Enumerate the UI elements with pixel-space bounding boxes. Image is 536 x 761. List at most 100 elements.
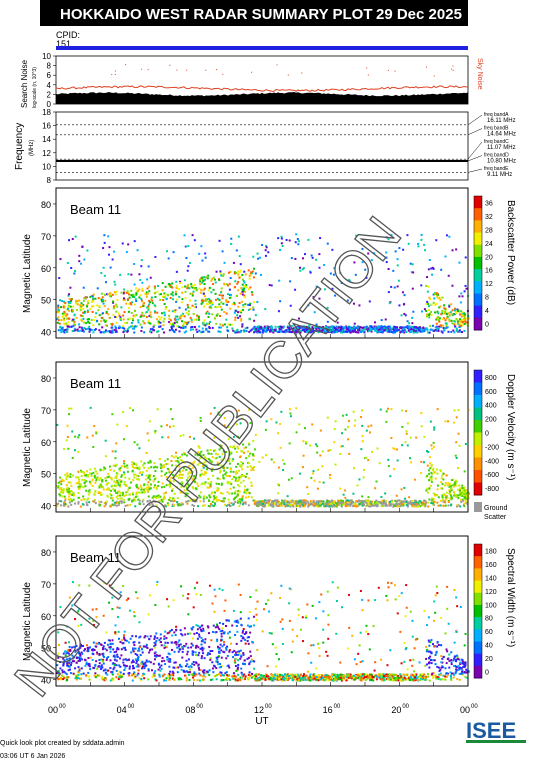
scatter-cell	[207, 458, 210, 461]
scatter-cell	[201, 472, 204, 475]
scatter-cell	[207, 330, 210, 333]
scatter-cell	[342, 501, 345, 504]
scatter-cell	[229, 293, 232, 296]
scatter-cell	[172, 251, 175, 254]
scatter-cell	[66, 474, 69, 477]
scatter-cell	[461, 498, 464, 501]
scatter-cell	[102, 247, 105, 250]
scatter-cell	[103, 241, 106, 244]
scatter-cell	[298, 325, 301, 328]
scatter-cell	[135, 493, 138, 496]
scatter-cell	[253, 319, 256, 322]
scatter-cell	[93, 424, 96, 427]
scatter-cell	[441, 312, 444, 315]
scatter-cell	[83, 498, 86, 501]
scatter-cell	[87, 302, 90, 305]
scatter-cell	[171, 282, 174, 285]
scatter-cell	[186, 303, 189, 306]
scatter-cell	[393, 325, 396, 328]
scatter-cell	[311, 675, 314, 678]
scatter-cell	[186, 323, 189, 326]
scatter-cell	[146, 500, 149, 503]
scatter-cell	[234, 330, 237, 333]
scatter-cell	[158, 318, 161, 321]
scatter-cell	[241, 308, 244, 311]
scatter-cell	[235, 294, 238, 297]
scatter-cell	[244, 502, 247, 505]
scatter-cell	[295, 326, 298, 329]
scatter-cell	[73, 320, 76, 323]
scatter-cell	[348, 280, 351, 283]
scatter-cell	[201, 259, 204, 262]
scatter-cell	[70, 484, 73, 487]
scatter-cell	[187, 310, 190, 313]
scatter-cell	[123, 483, 126, 486]
scatter-cell	[205, 496, 208, 499]
scatter-cell	[439, 298, 442, 301]
scatter-cell	[253, 448, 256, 451]
scatter-cell	[463, 489, 466, 492]
scatter-cell	[340, 331, 343, 334]
scatter-cell	[193, 437, 196, 440]
scatter-cell	[164, 459, 167, 462]
scatter-cell	[402, 303, 405, 306]
scatter-cell	[204, 464, 207, 467]
scatter-cell	[215, 656, 218, 659]
sky-noise-dot	[176, 69, 178, 71]
scatter-cell	[274, 646, 277, 649]
scatter-cell	[211, 282, 214, 285]
scatter-cell	[322, 481, 325, 484]
scatter-cell	[139, 315, 142, 318]
scatter-cell	[426, 474, 429, 477]
scatter-cell	[206, 449, 209, 452]
scatter-cell	[130, 661, 133, 664]
scatter-cell	[96, 304, 99, 307]
scatter-cell	[185, 257, 188, 260]
scatter-cell	[453, 491, 456, 494]
scatter-cell	[61, 326, 64, 329]
scatter-cell	[231, 459, 234, 462]
scatter-cell	[88, 330, 91, 333]
scatter-cell	[435, 302, 438, 305]
scatter-cell	[331, 675, 334, 678]
scatter-cell	[171, 464, 174, 467]
scatter-cell	[218, 448, 221, 451]
scatter-cell	[195, 632, 198, 635]
scatter-cell	[460, 310, 463, 313]
scatter-cell	[215, 489, 218, 492]
scatter-cell	[71, 319, 74, 322]
scatter-cell	[170, 500, 173, 503]
scatter-cell	[186, 492, 189, 495]
scatter-cell	[211, 456, 214, 459]
scatter-cell	[409, 330, 412, 333]
scatter-cell	[194, 286, 197, 289]
scatter-cell	[149, 328, 152, 331]
scatter-cell	[143, 677, 146, 680]
scatter-cell	[289, 588, 292, 591]
scatter-cell	[162, 492, 165, 495]
scatter-cell	[155, 584, 158, 587]
scatter-cell	[386, 329, 389, 332]
scatter-cell	[249, 422, 252, 425]
scatter-cell	[135, 314, 138, 317]
scatter-cell	[206, 323, 209, 326]
scatter-cell	[78, 652, 81, 655]
scatter-cell	[179, 471, 182, 474]
scatter-cell	[135, 491, 138, 494]
scatter-cell	[85, 296, 88, 299]
scatter-cell	[159, 467, 162, 470]
scatter-cell	[103, 655, 106, 658]
scatter-cell	[165, 472, 168, 475]
scatter-cell	[228, 460, 231, 463]
scatter-cell	[242, 305, 245, 308]
scatter-cell	[221, 589, 224, 592]
scatter-cell	[254, 272, 257, 275]
scatter-cell	[216, 477, 219, 480]
scatter-cell	[219, 326, 222, 329]
scatter-cell	[464, 443, 467, 446]
scatter-cell	[159, 463, 162, 466]
scatter-cell	[151, 299, 154, 302]
scatter-cell	[155, 679, 158, 682]
scatter-cell	[182, 594, 185, 597]
scatter-cell	[179, 326, 182, 329]
